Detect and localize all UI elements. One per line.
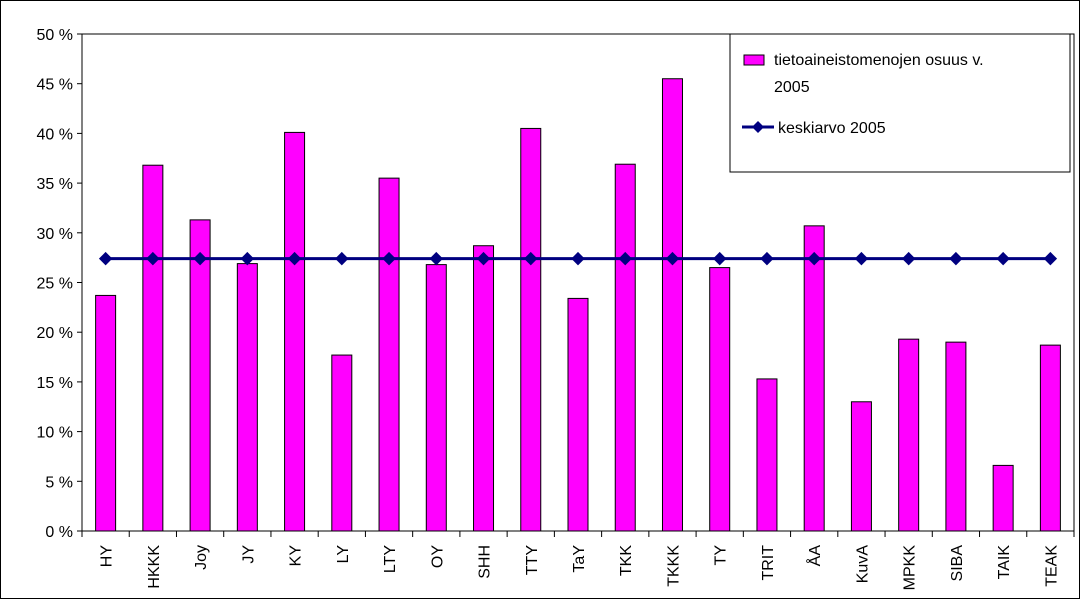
bar: [567, 297, 589, 532]
legend-label-bars-line2: 2005: [774, 79, 810, 96]
x-category-label: ÅA: [805, 545, 824, 567]
bar: [236, 263, 258, 532]
y-tick-label: 30 %: [37, 226, 73, 243]
y-tick-label: 45 %: [37, 77, 73, 94]
line-point-marker: [524, 251, 538, 266]
legend: tietoaineistomenojen osuus v. 2005 keskiar…: [729, 33, 1071, 173]
x-category-label: SHH: [477, 545, 494, 579]
bar: [425, 264, 447, 532]
bar: [756, 378, 778, 532]
x-category-label: TaY: [571, 545, 588, 573]
bar: [945, 341, 967, 532]
bar: [661, 78, 683, 532]
x-category-label: LTY: [382, 545, 399, 573]
bar: [1039, 344, 1061, 532]
legend-box: [729, 33, 1071, 173]
bar: [473, 245, 495, 532]
bar: [614, 163, 636, 532]
bar: [992, 464, 1014, 532]
bar: [189, 219, 211, 532]
y-tick-label: 15 %: [37, 375, 73, 392]
legend-diamond-marker: [752, 121, 764, 133]
line-point-marker: [476, 251, 491, 266]
y-tick-label: 10 %: [37, 425, 73, 442]
y-tick-label: 35 %: [37, 176, 73, 193]
bar: [709, 267, 731, 532]
x-category-label: Joy: [193, 545, 210, 570]
line-point-marker: [429, 251, 443, 266]
x-category-label: JY: [240, 545, 257, 564]
y-tick-label: 20 %: [37, 325, 73, 342]
x-category-label: KuvA: [854, 545, 871, 584]
bar: [331, 354, 353, 532]
x-category-label: OY: [429, 545, 446, 568]
bar: [284, 131, 306, 532]
x-category-label: TEAK: [1043, 545, 1060, 587]
y-tick-label: 25 %: [37, 276, 73, 293]
line-point-marker: [665, 251, 680, 266]
y-tick-label: 5 %: [45, 474, 73, 491]
bar: [803, 225, 825, 532]
bar: [142, 164, 164, 532]
line-point-marker: [949, 251, 963, 266]
line-point-marker: [996, 251, 1010, 266]
x-category-label: KY: [288, 545, 305, 567]
bar: [850, 401, 872, 532]
x-category-label: HKKK: [146, 545, 163, 589]
x-axis-labels: HY HKKK Joy JY KY LY LTY OY SHH TTY TaY TKK TKKK TY TR…: [81, 531, 1075, 591]
bar: [95, 294, 117, 532]
legend-bar-swatch: [743, 54, 765, 66]
line-point-marker: [98, 251, 113, 266]
y-axis-labels: 0 % 5 % 10 % 15 % 20 % 25 % 30 % 35 % 40 % 45 % 50…: [37, 27, 82, 541]
x-category-label: TRIT: [760, 545, 777, 581]
x-category-label: TY: [713, 545, 730, 566]
legend-label-average: keskiarvo 2005: [778, 120, 886, 137]
line-point-marker: [807, 251, 821, 266]
line-point-marker: [901, 251, 916, 266]
line-point-marker: [240, 251, 255, 266]
line-point-marker: [618, 251, 632, 266]
bar: [520, 127, 542, 532]
bar: [378, 177, 400, 532]
x-category-label: SIBA: [949, 545, 966, 582]
line-point-marker: [854, 251, 869, 266]
x-category-label: LY: [335, 545, 352, 564]
x-category-label: TTY: [524, 545, 541, 576]
line-point-marker: [287, 251, 302, 266]
line-point-marker: [713, 251, 727, 266]
x-category-label: HY: [99, 545, 116, 568]
line-point-marker: [193, 251, 207, 266]
x-category-label: MPKK: [902, 545, 919, 591]
line-point-marker: [1043, 251, 1058, 266]
x-category-label: TAIK: [996, 545, 1013, 580]
bar: [898, 338, 920, 532]
y-tick-label: 0 %: [45, 524, 73, 541]
line-point-marker: [335, 251, 349, 266]
x-category-label: TKKK: [665, 545, 682, 587]
x-category-label: TKK: [618, 545, 635, 576]
line-point-marker: [760, 251, 774, 266]
y-tick-label: 40 %: [37, 126, 73, 143]
line-point-marker: [382, 251, 396, 266]
line-point-marker: [146, 251, 160, 266]
y-tick-label: 50 %: [37, 27, 73, 44]
legend-label-bars: tietoaineistomenojen osuus v.: [774, 52, 984, 69]
line-point-marker: [571, 251, 585, 266]
plot-area: [81, 33, 1075, 532]
